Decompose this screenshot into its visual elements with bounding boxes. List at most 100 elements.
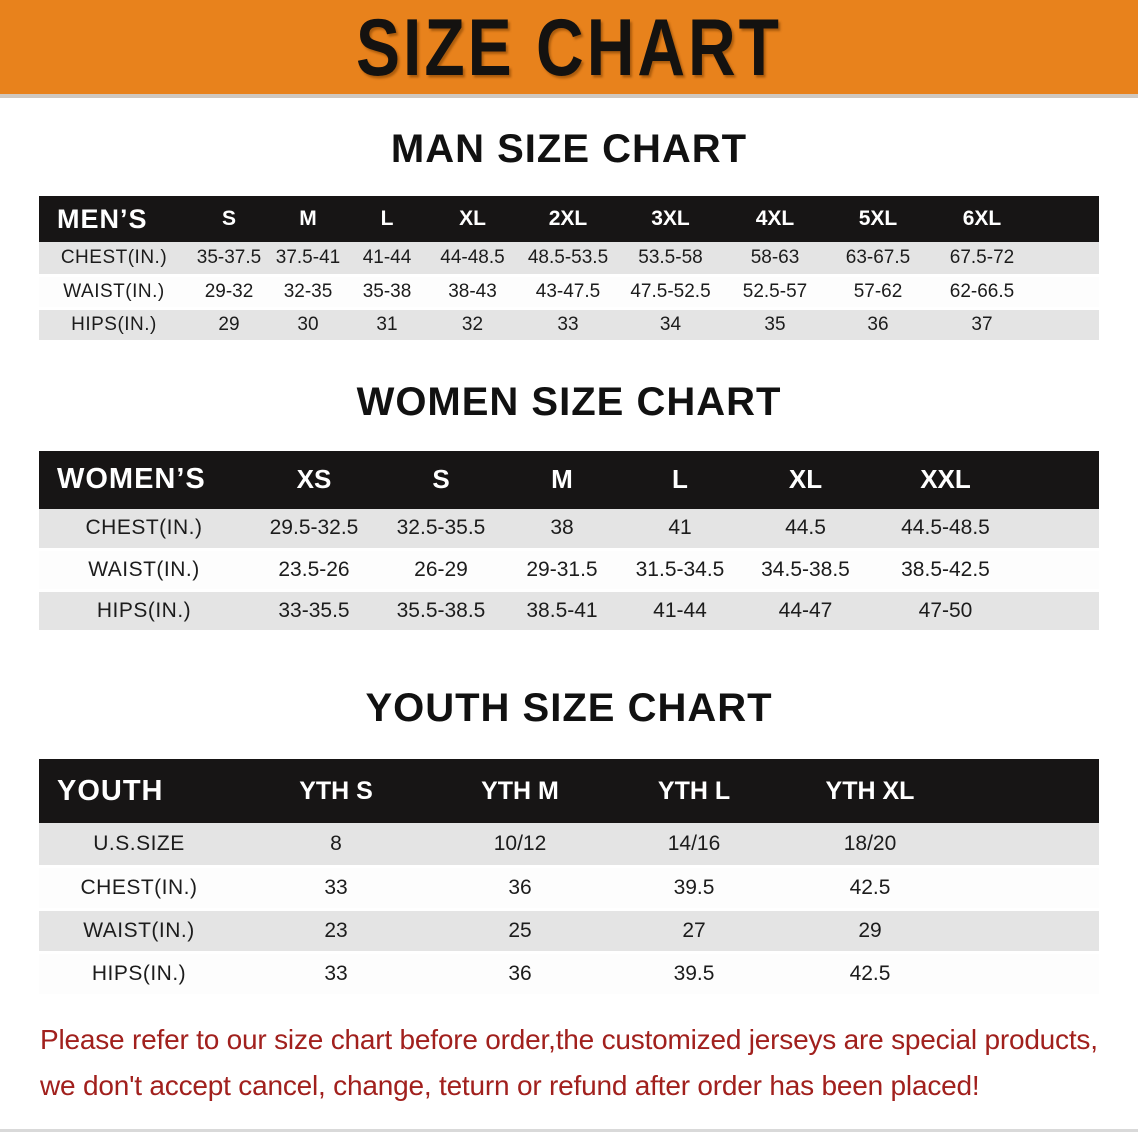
size-value-cell: 38 bbox=[503, 508, 621, 551]
size-value-cell: 44-48.5 bbox=[427, 242, 518, 277]
size-column-header: S bbox=[189, 196, 269, 242]
size-value-cell: 30 bbox=[269, 308, 347, 343]
row-filler bbox=[1035, 308, 1099, 343]
row-filler bbox=[1035, 242, 1099, 277]
size-value-cell: 41-44 bbox=[347, 242, 427, 277]
measurement-row: HIPS(IN.) 33-35.5 35.5-38.5 38.5-41 41-44 44-… bbox=[39, 590, 1099, 633]
row-filler bbox=[1019, 590, 1099, 633]
size-value-cell: 53.5-58 bbox=[618, 242, 723, 277]
size-value-cell: 47.5-52.5 bbox=[618, 275, 723, 310]
size-value-cell: 38.5-41 bbox=[503, 590, 621, 633]
size-value-cell: 62-66.5 bbox=[929, 275, 1035, 310]
size-column-header: S bbox=[379, 450, 503, 509]
row-label: CHEST(IN.) bbox=[39, 508, 249, 551]
measurement-row: HIPS(IN.) 33 36 39.5 42.5 bbox=[39, 952, 1099, 997]
size-value-cell: 10/12 bbox=[433, 823, 607, 868]
size-value-cell: 18/20 bbox=[781, 823, 959, 868]
size-value-cell: 36 bbox=[433, 866, 607, 911]
youth-size-table: YOUTH YTH S YTH M YTH L YTH XL U.S.SIZE 8 10/12… bbox=[39, 759, 1099, 997]
size-value-cell: 32.5-35.5 bbox=[379, 508, 503, 551]
measurement-row: WAIST(IN.) 23 25 27 29 bbox=[39, 909, 1099, 954]
row-filler bbox=[959, 952, 1099, 997]
women-section-heading: WOMEN SIZE CHART bbox=[356, 379, 782, 424]
measurement-row: CHEST(IN.) 29.5-32.5 32.5-35.5 38 41 44.5 44.5… bbox=[39, 508, 1099, 551]
banner-title: SIZE CHART bbox=[356, 1, 782, 93]
size-value-cell: 42.5 bbox=[781, 866, 959, 911]
size-value-cell: 8 bbox=[239, 823, 433, 868]
size-value-cell: 31 bbox=[347, 308, 427, 343]
size-value-cell: 29 bbox=[189, 308, 269, 343]
size-value-cell: 29 bbox=[781, 909, 959, 954]
size-value-cell: 23 bbox=[239, 909, 433, 954]
size-value-cell: 36 bbox=[827, 308, 929, 343]
size-value-cell: 35 bbox=[723, 308, 827, 343]
disclaimer-line-2: we don't accept cancel, change, teturn o… bbox=[40, 1069, 980, 1101]
size-value-cell: 48.5-53.5 bbox=[518, 242, 618, 277]
size-value-cell: 63-67.5 bbox=[827, 242, 929, 277]
size-column-header: XL bbox=[739, 450, 872, 509]
size-chart-banner: SIZE CHART bbox=[0, 0, 1138, 98]
women-size-table: WOMEN’S XS S M L XL XXL CHEST(IN.) 29.5-32.5 32.5… bbox=[39, 450, 1099, 633]
header-filler bbox=[1035, 196, 1099, 242]
measurement-row: U.S.SIZE 8 10/12 14/16 18/20 bbox=[39, 823, 1099, 868]
size-value-cell: 41 bbox=[621, 508, 739, 551]
size-value-cell: 39.5 bbox=[607, 866, 781, 911]
measurement-row: CHEST(IN.) 35-37.5 37.5-41 41-44 44-48.5 48.5… bbox=[39, 242, 1099, 277]
size-column-header: YTH L bbox=[607, 759, 781, 823]
size-value-cell: 34 bbox=[618, 308, 723, 343]
size-value-cell: 42.5 bbox=[781, 952, 959, 997]
size-column-header: M bbox=[503, 450, 621, 509]
measurement-row: WAIST(IN.) 29-32 32-35 35-38 38-43 43-47.5 47.… bbox=[39, 275, 1099, 310]
size-value-cell: 33 bbox=[518, 308, 618, 343]
size-value-cell: 32-35 bbox=[269, 275, 347, 310]
header-filler bbox=[1019, 450, 1099, 509]
size-value-cell: 33 bbox=[239, 866, 433, 911]
size-value-cell: 52.5-57 bbox=[723, 275, 827, 310]
row-filler bbox=[959, 823, 1099, 868]
size-column-header: 3XL bbox=[618, 196, 723, 242]
size-value-cell: 26-29 bbox=[379, 549, 503, 592]
size-value-cell: 41-44 bbox=[621, 590, 739, 633]
table-corner-label: WOMEN’S bbox=[39, 450, 249, 509]
size-value-cell: 58-63 bbox=[723, 242, 827, 277]
size-value-cell: 44.5 bbox=[739, 508, 872, 551]
disclaimer-line-1: Please refer to our size chart before or… bbox=[40, 1023, 1098, 1055]
size-value-cell: 29.5-32.5 bbox=[249, 508, 379, 551]
row-label: HIPS(IN.) bbox=[39, 308, 189, 343]
size-value-cell: 34.5-38.5 bbox=[739, 549, 872, 592]
size-value-cell: 57-62 bbox=[827, 275, 929, 310]
row-label: WAIST(IN.) bbox=[39, 909, 239, 954]
size-value-cell: 36 bbox=[433, 952, 607, 997]
size-column-header: XS bbox=[249, 450, 379, 509]
size-column-header: L bbox=[347, 196, 427, 242]
order-disclaimer: Please refer to our size chart before or… bbox=[40, 1017, 1115, 1109]
size-value-cell: 23.5-26 bbox=[249, 549, 379, 592]
size-column-header: XL bbox=[427, 196, 518, 242]
size-column-header: YTH M bbox=[433, 759, 607, 823]
size-value-cell: 39.5 bbox=[607, 952, 781, 997]
size-value-cell: 35.5-38.5 bbox=[379, 590, 503, 633]
size-column-header: YTH XL bbox=[781, 759, 959, 823]
size-value-cell: 44-47 bbox=[739, 590, 872, 633]
row-filler bbox=[1019, 549, 1099, 592]
header-filler bbox=[959, 759, 1099, 823]
youth-section-heading: YOUTH SIZE CHART bbox=[365, 686, 773, 730]
measurement-row: HIPS(IN.) 29 30 31 32 33 34 35 36 37 bbox=[39, 308, 1099, 343]
size-value-cell: 43-47.5 bbox=[518, 275, 618, 310]
row-filler bbox=[1019, 508, 1099, 551]
size-value-cell: 38-43 bbox=[427, 275, 518, 310]
men-section-heading: MAN SIZE CHART bbox=[390, 127, 748, 171]
men-size-table: MEN’S S M L XL 2XL 3XL 4XL 5XL 6XL CHEST(IN.) 35-37… bbox=[39, 196, 1099, 343]
size-column-header: 2XL bbox=[518, 196, 618, 242]
size-value-cell: 29-31.5 bbox=[503, 549, 621, 592]
table-corner-label: YOUTH bbox=[39, 759, 239, 823]
row-filler bbox=[1035, 275, 1099, 310]
size-column-header: 5XL bbox=[827, 196, 929, 242]
size-column-header: XXL bbox=[872, 450, 1019, 509]
image-bottom-edge bbox=[0, 1129, 1138, 1132]
size-value-cell: 25 bbox=[433, 909, 607, 954]
row-filler bbox=[959, 909, 1099, 954]
size-header-row: WOMEN’S XS S M L XL XXL bbox=[39, 450, 1099, 509]
row-label: WAIST(IN.) bbox=[39, 275, 189, 310]
size-value-cell: 67.5-72 bbox=[929, 242, 1035, 277]
